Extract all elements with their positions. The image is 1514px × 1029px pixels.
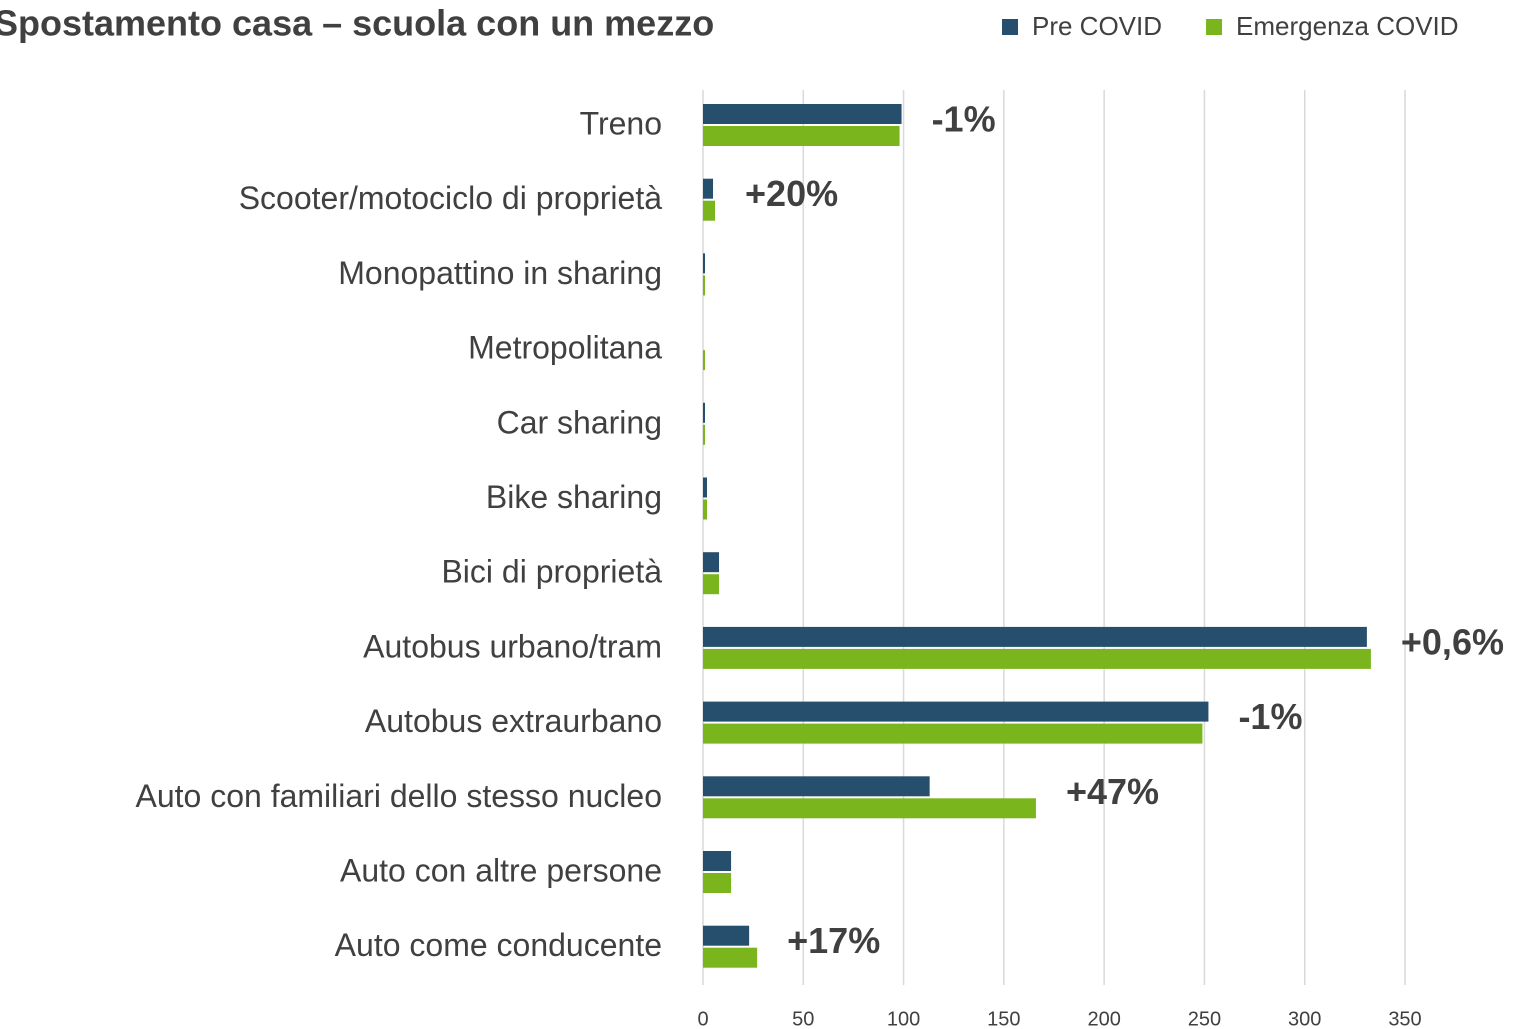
bar [703,104,902,124]
bar [703,626,1367,647]
x-tick-label: 0 [697,1008,708,1029]
bar [703,200,716,221]
bar [703,701,1209,722]
y-tick-label: Monopattino in sharing [338,255,662,291]
y-tick-label: Bici di proprietà [441,554,662,590]
y-tick-label: Bike sharing [486,479,662,515]
bar [703,723,1203,744]
bar [703,574,720,595]
y-tick-label: Scooter/motociclo di proprietà [239,180,663,216]
bar [703,424,706,445]
y-tick-label: Treno [580,105,662,141]
x-tick-label: 300 [1288,1008,1321,1029]
bar [703,477,708,498]
annotation: +20% [745,173,838,214]
bar [703,552,720,573]
y-tick-label: Metropolitana [468,330,662,366]
x-tick-label: 200 [1087,1008,1120,1029]
bar [703,776,930,797]
x-tick-label: 50 [792,1008,814,1029]
bar [703,873,732,893]
bar [703,925,750,946]
chart-title: Spostamento casa – scuola con un mezzo [0,3,714,44]
annotation: +0,6% [1401,621,1504,662]
y-tick-label: Autobus extraurbano [365,703,662,739]
bar [703,851,732,871]
bar [703,648,1371,669]
bar [703,275,706,296]
legend-label: Emergenza COVID [1236,11,1459,41]
bar [703,350,706,371]
x-tick-label: 100 [887,1008,920,1029]
x-tick-label: 350 [1388,1008,1421,1029]
y-tick-label: Auto con altre persone [340,852,662,888]
bar [703,402,706,423]
x-tick-label: 250 [1188,1008,1221,1029]
bar [703,798,1036,819]
annotation: +17% [787,920,880,961]
y-tick-label: Car sharing [497,404,662,440]
bar [703,253,706,274]
legend-swatch [1002,19,1018,35]
y-tick-label: Auto come conducente [335,927,662,963]
bar [703,499,708,520]
y-tick-label: Autobus urbano/tram [363,628,662,664]
bar [703,178,714,199]
annotation: -1% [932,99,996,140]
annotation: +47% [1066,771,1159,812]
annotation: -1% [1238,696,1302,737]
bar [703,947,758,968]
x-tick-label: 150 [987,1008,1020,1029]
legend-swatch [1206,19,1223,35]
legend-label: Pre COVID [1032,11,1162,41]
y-tick-label: Auto con familiari dello stesso nucleo [136,778,663,814]
bar [703,126,900,146]
